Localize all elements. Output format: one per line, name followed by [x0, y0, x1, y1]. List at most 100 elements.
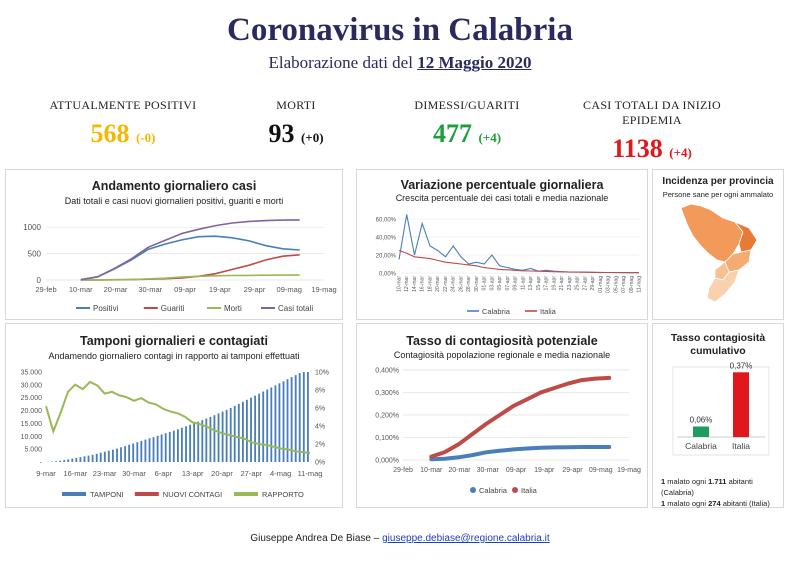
- x-tick-label: 12-mar: [404, 276, 410, 292]
- y-tick-label: 5.000: [24, 447, 42, 454]
- legend-label: NUOVI CONTAGI: [163, 490, 222, 499]
- bar-tamponi: [290, 377, 293, 462]
- x-tick-label: 11-mag: [298, 469, 323, 478]
- chart-subtitle: Crescita percentuale dei casi totali e m…: [395, 193, 609, 203]
- y-tick-label: 60,00%: [376, 218, 397, 224]
- x-tick-label: 13-apr: [528, 276, 534, 291]
- x-tick-label: 6-apr: [155, 469, 173, 478]
- stat-label: DIMESSI/GUARITI: [414, 98, 520, 112]
- chart-title: Tamponi giornalieri e contagiati: [80, 334, 268, 348]
- legend-label: Calabria: [479, 486, 508, 495]
- province-reggio: [706, 269, 740, 303]
- bar-tamponi: [63, 460, 66, 462]
- y2-tick-label: 6%: [315, 406, 325, 413]
- y2-tick-label: 8%: [315, 388, 325, 395]
- bar-tamponi: [144, 439, 147, 462]
- bar-tamponi: [120, 447, 122, 462]
- series-line-morti: [80, 274, 300, 281]
- chart-subtitle: Dati totali e casi nuovi giornalieri pos…: [64, 196, 284, 206]
- province-panel: Incidenza per provincia Persone sane per…: [652, 169, 784, 320]
- bar-tamponi: [266, 389, 269, 462]
- page-subtitle: Elaborazione dati del 12 Maggio 2020: [0, 53, 800, 73]
- bar-tamponi: [307, 372, 309, 462]
- x-tick-label: 09-mag: [277, 285, 302, 294]
- legend-label: Guariti: [161, 304, 185, 313]
- y-tick-label: 0,400%: [375, 368, 399, 375]
- x-tick-label: 16-mar: [63, 469, 87, 478]
- x-tick-label: 09-apr: [513, 276, 519, 291]
- x-tick-label: 9-mar: [36, 469, 56, 478]
- bar-tamponi: [152, 437, 155, 462]
- calabria-map: [680, 203, 758, 303]
- daily-cases-panel: Andamento giornaliero casi Dati totali e…: [5, 169, 343, 320]
- x-tick-label: 20-apr: [211, 469, 233, 478]
- y-tick-label: 0,00%: [379, 272, 397, 278]
- bar-tamponi: [79, 457, 82, 462]
- y-tick-label: 0,300%: [375, 390, 399, 397]
- x-tick-label: 14-mar: [412, 276, 418, 292]
- email-link[interactable]: giuseppe.debiase@regione.calabria.it: [382, 533, 550, 544]
- bar-tamponi: [237, 403, 240, 462]
- plot-frame: [672, 366, 770, 456]
- x-tick-label: 30-mar: [122, 469, 146, 478]
- bar-tamponi: [181, 427, 183, 462]
- x-tick-label: 01-apr: [482, 276, 488, 291]
- stat-value: 93 (+0): [268, 119, 324, 148]
- bar-tamponi: [75, 457, 78, 462]
- contagion-chart: 0,000% 0,100% 0,200% 0,300% 0,400% 29-feb 10-m…: [375, 368, 641, 496]
- x-tick-label: 10-mar: [420, 467, 443, 474]
- bar-calabria: [693, 426, 709, 437]
- cumulative-note: 1 malato ogni 1.711 abitanti (Calabria) …: [661, 477, 770, 508]
- x-tick-label: 27-apr: [582, 276, 588, 291]
- series-line-calabria: [398, 214, 639, 274]
- chart-subtitle: Andamendo giornaliero contagi in rapport…: [48, 351, 300, 361]
- stat-positive: ATTUALMENTE POSITIVI 568 (-0): [28, 98, 218, 149]
- x-tick-label: 21-apr: [559, 276, 565, 291]
- x-tick-label: 19-mag: [311, 285, 336, 294]
- stat-value: 568 (-0): [90, 119, 156, 148]
- variation-panel: Variazione percentuale giornaliera Cresc…: [356, 169, 648, 320]
- series-line-calabria: [429, 445, 612, 462]
- x-tick-label: 19-apr: [209, 285, 231, 294]
- bar-tamponi: [298, 373, 301, 462]
- bar-tamponi: [168, 431, 171, 462]
- data-label: 0,37%: [730, 361, 753, 370]
- chart-subtitle: Persone sane per ogni ammalato: [662, 190, 774, 199]
- bar-tamponi: [83, 456, 86, 462]
- x-tick-label: 09-mag: [589, 467, 613, 474]
- legend-label: Italia: [540, 307, 557, 316]
- x-tick-label: 05-apr: [497, 276, 503, 291]
- x-tick-label: 09-apr: [174, 285, 196, 294]
- y-tick-label: 30.000: [21, 382, 43, 389]
- bar-tamponi: [164, 433, 167, 462]
- x-tick-label: 20-mar: [104, 285, 128, 294]
- footer: Giuseppe Andrea De Biase – giuseppe.debi…: [0, 533, 800, 544]
- contagion-panel: Tasso di contagiosità potenziale Contagi…: [356, 323, 648, 508]
- x-tick-label: 09-apr: [506, 467, 527, 474]
- legend-swatch: [470, 487, 476, 493]
- legend-label: Casi totali: [278, 304, 313, 313]
- chart-subtitle: Contagiosità popolazione regionale e med…: [393, 350, 611, 360]
- legend-swatch: [512, 487, 518, 493]
- stat-deaths: MORTI 93 (+0): [201, 98, 391, 149]
- series-line-rapporto: [45, 380, 311, 454]
- x-tick-label: 19-apr: [534, 467, 555, 474]
- x-tick-label: 19-apr: [551, 276, 557, 291]
- bar-tamponi: [132, 443, 135, 462]
- bar-tamponi: [189, 424, 192, 462]
- daily-cases-chart: 0 500 1000 29-feb 10-mar 20-mar 30-mar 09-apr 19…: [23, 219, 337, 313]
- x-tick-label: 22-mar: [443, 276, 449, 292]
- bar-tamponi: [209, 417, 212, 462]
- y-tick-label: 25.000: [21, 395, 43, 402]
- y-tick-label: 1000: [23, 223, 41, 232]
- x-tick-label: 30-mar: [477, 467, 500, 474]
- data-label: 0,06%: [690, 416, 713, 425]
- series-line-casi-totali: [80, 219, 300, 281]
- x-tick-label: 10-mar: [69, 285, 93, 294]
- bar-tamponi: [112, 449, 114, 462]
- bar-tamponi: [242, 401, 244, 462]
- x-tick-label: 18-mar: [427, 276, 433, 292]
- x-tick-label: 07-mag: [621, 276, 627, 293]
- stat-label: CASI TOTALI DA INIZIO EPIDEMIA: [583, 98, 721, 127]
- bar-tamponi: [91, 454, 94, 462]
